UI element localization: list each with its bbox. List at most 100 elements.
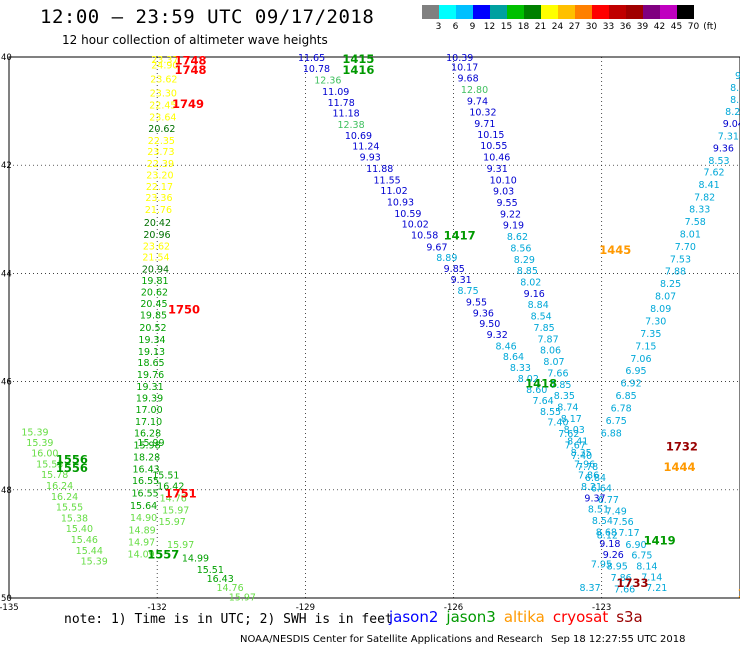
wave-height-value: 6.84 (585, 473, 606, 484)
wave-height-value: 8.68 (596, 527, 617, 538)
wave-height-value: 8.51 (588, 505, 609, 516)
y-tick-label: 40 (1, 53, 12, 63)
wave-height-value: 7.66 (547, 368, 568, 379)
wave-height-value: 8.64 (503, 352, 524, 363)
wave-height-value: 9.55 (496, 198, 517, 209)
wave-height-value: 20.96 (143, 230, 170, 241)
color-swatch (422, 5, 439, 19)
color-swatch (507, 5, 524, 19)
wave-height-value: 20.62 (141, 287, 168, 298)
wave-height-value: 11.24 (352, 142, 379, 153)
wave-height-value: 17.00 (135, 405, 162, 416)
wave-height-value: 20.62 (148, 124, 175, 135)
wave-height-value: 8.60 (526, 385, 547, 396)
wave-height-value: 10.69 (345, 131, 372, 142)
chart-subtitle: 12 hour collection of altimeter wave hei… (62, 33, 328, 47)
wave-height-value: 6.64 (591, 484, 612, 495)
wave-height-value: 9.31 (487, 164, 508, 175)
color-scale-tick: 70 (687, 22, 700, 32)
wave-height-value: 7.85 (534, 323, 555, 334)
wave-height-value: 7.49 (606, 506, 627, 517)
wave-height-value: 7.53 (670, 254, 691, 265)
satellite-legend-s3a: s3a (616, 608, 643, 626)
satellite-legend: jason2 jason3 altika cryosat s3a (389, 608, 651, 626)
wave-height-value: 17.10 (135, 417, 162, 428)
wave-height-value: 12.80 (461, 85, 488, 96)
wave-height-value: 15.97 (167, 540, 194, 551)
footnote: note: 1) Time is in UTC; 2) SWH is in fe… (64, 612, 393, 627)
color-swatch (473, 5, 490, 19)
wave-height-value: 7.78 (577, 462, 598, 473)
color-scale-tick: 9 (469, 22, 476, 32)
wave-height-value: 11.55 (374, 175, 401, 186)
satellite-legend-jason3: jason3 (446, 608, 496, 626)
wave-height-value: 8.84 (528, 300, 549, 311)
wave-height-value: 14.97 (128, 538, 155, 549)
wave-height-value: 22.39 (147, 159, 174, 170)
wave-height-value: 7.86 (578, 471, 599, 482)
wave-height-value: 20.42 (144, 218, 171, 229)
color-scale-tick: 24 (551, 22, 564, 32)
wave-height-value: 16.42 (157, 481, 184, 492)
color-scale-tick: 27 (568, 22, 581, 32)
wave-height-value: 10.39 (446, 53, 473, 64)
wave-height-value: 14.76 (160, 493, 187, 504)
color-swatch (609, 5, 626, 19)
wave-height-value: 15.53 (36, 459, 63, 470)
wave-height-value: 8.14 (636, 562, 657, 573)
wave-height-value: 7.62 (703, 168, 724, 179)
wave-height-value: 8.21 (581, 482, 602, 493)
wave-height-value: 18.65 (137, 358, 164, 369)
wave-height-value: 6.78 (611, 404, 632, 415)
wave-height-value: 23.36 (145, 193, 172, 204)
pass-time-label: 1749 (172, 97, 204, 111)
wave-height-value: 8.25 (660, 279, 681, 290)
wave-height-value: 23.64 (149, 113, 176, 124)
wave-height-value: 9.55 (466, 298, 487, 309)
wave-height-value: 21.76 (145, 205, 172, 216)
wave-height-value: 15.98 (133, 440, 160, 451)
wave-height-value: 10.78 (303, 64, 330, 75)
pass-time-label: 1416 (342, 63, 374, 77)
y-tick-label: 48 (1, 486, 12, 496)
y-tick-label: 42 (1, 161, 12, 171)
wave-height-value: 10.32 (469, 108, 496, 119)
wave-height-value: 8.29 (514, 255, 535, 266)
x-tick-label: -132 (148, 603, 167, 613)
wave-height-value: 9.03 (493, 187, 514, 198)
pass-time-label: 1415 (342, 52, 374, 66)
wave-height-value: 15.38 (61, 513, 88, 524)
wave-height-value: 14.89 (129, 525, 156, 536)
wave-height-value: 8.85 (517, 266, 538, 277)
wave-height-value: 7.64 (533, 396, 554, 407)
color-scale-tick: 15 (500, 22, 513, 32)
wave-height-value: 10.93 (387, 197, 414, 208)
wave-height-value: 15.97 (162, 505, 189, 516)
wave-height-value: 15.44 (76, 546, 103, 557)
wave-height-value: 9.16 (524, 289, 545, 300)
wave-height-value: 9.22 (500, 209, 521, 220)
wave-height-value: 21.54 (142, 253, 169, 264)
wave-height-value: 7.67 (565, 440, 586, 451)
wave-height-value: 9.37 (584, 493, 605, 504)
wave-height-value: 9.36 (473, 308, 494, 319)
pass-time-label: 1733 (617, 576, 649, 590)
wave-height-value: 15.46 (71, 535, 98, 546)
y-tick-label: 46 (1, 378, 12, 388)
pass-time-label: 1418 (525, 377, 557, 391)
wave-height-value: 14.09 (128, 550, 155, 561)
wave-height-value: 16.28 (134, 428, 161, 439)
wave-height-value: 10.58 (411, 230, 438, 241)
wave-height-value: 9.18 (599, 539, 620, 550)
x-tick-label: -126 (444, 603, 463, 613)
color-swatch (592, 5, 609, 19)
color-swatch (575, 5, 592, 19)
wave-height-value: 15.55 (56, 503, 83, 514)
color-scale-tick: 42 (653, 22, 666, 32)
wave-height-value: 20.52 (139, 323, 166, 334)
color-scale-tick: 18 (517, 22, 530, 32)
color-scale-unit: (ft) (703, 22, 717, 32)
wave-height-value: 8.12 (597, 531, 618, 542)
wave-height-value: 9.71 (474, 119, 495, 130)
